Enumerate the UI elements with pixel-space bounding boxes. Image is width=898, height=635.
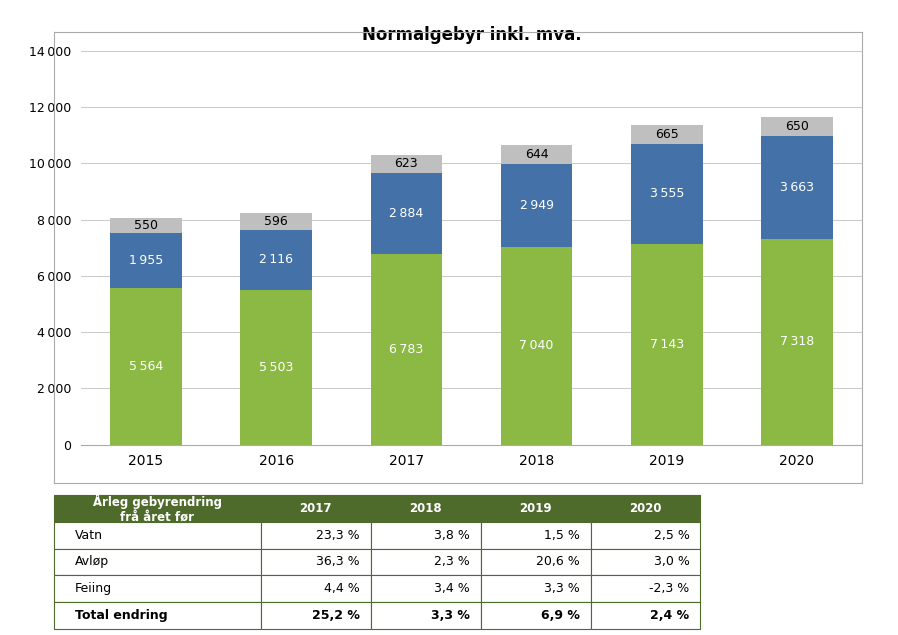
Bar bbox=[371, 254, 442, 444]
Title: Normalgebyr inkl. mva.: Normalgebyr inkl. mva. bbox=[362, 25, 581, 44]
Bar bbox=[501, 246, 572, 444]
Bar bbox=[371, 173, 442, 254]
Bar bbox=[631, 244, 702, 444]
Text: 644: 644 bbox=[524, 148, 549, 161]
Bar bbox=[762, 239, 832, 444]
Bar bbox=[501, 164, 572, 246]
Text: 2 949: 2 949 bbox=[520, 199, 553, 211]
Bar bbox=[110, 233, 181, 288]
Text: 650: 650 bbox=[785, 120, 809, 133]
Text: 665: 665 bbox=[655, 128, 679, 141]
Bar bbox=[371, 155, 442, 173]
Text: 5 503: 5 503 bbox=[259, 361, 294, 373]
Bar bbox=[241, 231, 312, 290]
Bar bbox=[762, 136, 832, 239]
Text: 3 663: 3 663 bbox=[780, 181, 814, 194]
Text: 7 040: 7 040 bbox=[519, 339, 554, 352]
Text: 1 955: 1 955 bbox=[128, 254, 163, 267]
Text: 5 564: 5 564 bbox=[128, 360, 163, 373]
Legend: Vatn, Avløp, Feiing: Vatn, Avløp, Feiing bbox=[361, 495, 582, 520]
Bar bbox=[501, 145, 572, 164]
Bar bbox=[241, 213, 312, 231]
Text: 6 783: 6 783 bbox=[389, 343, 424, 356]
Bar bbox=[110, 288, 181, 444]
Bar bbox=[762, 117, 832, 136]
Bar bbox=[241, 290, 312, 444]
Bar bbox=[631, 125, 702, 144]
Text: 7 318: 7 318 bbox=[779, 335, 814, 348]
Text: 596: 596 bbox=[264, 215, 288, 229]
Text: 7 143: 7 143 bbox=[649, 338, 684, 351]
Text: 550: 550 bbox=[134, 219, 158, 232]
Text: 3 555: 3 555 bbox=[649, 187, 684, 200]
Bar bbox=[631, 144, 702, 244]
Bar bbox=[110, 218, 181, 233]
Text: 623: 623 bbox=[394, 157, 418, 170]
Text: 2 884: 2 884 bbox=[389, 207, 424, 220]
Text: 2 116: 2 116 bbox=[260, 253, 293, 267]
